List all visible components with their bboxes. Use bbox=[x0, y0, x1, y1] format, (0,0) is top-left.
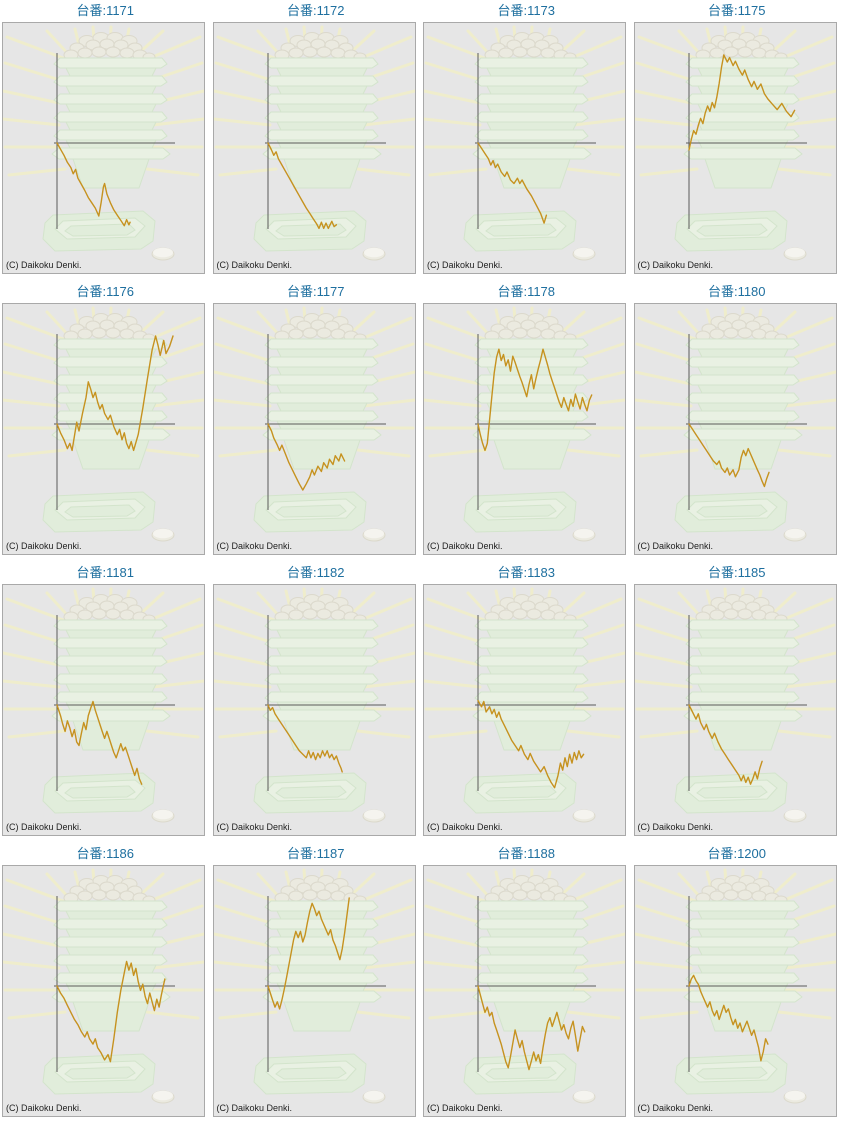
copyright-label: (C) Daikoku Denki. bbox=[638, 260, 714, 270]
slump-graph bbox=[635, 304, 836, 554]
slump-graph-panel[interactable]: (C) Daikoku Denki. bbox=[423, 22, 626, 274]
machine-cell: 台番:1178 (C) Daikoku Denki. bbox=[421, 281, 632, 562]
slump-graph-panel[interactable]: (C) Daikoku Denki. bbox=[2, 22, 205, 274]
slump-graph-panel[interactable]: (C) Daikoku Denki. bbox=[2, 584, 205, 836]
machine-cell: 台番:1172 (C) Daikoku Denki. bbox=[211, 0, 422, 281]
machine-cell: 台番:1175 (C) Daikoku Denki. bbox=[632, 0, 842, 281]
slump-graph bbox=[424, 585, 625, 835]
copyright-label: (C) Daikoku Denki. bbox=[427, 541, 503, 551]
machine-title-link[interactable]: 台番:1180 bbox=[632, 283, 842, 301]
machine-cell: 台番:1187 (C) Daikoku Denki. bbox=[211, 843, 422, 1124]
copyright-label: (C) Daikoku Denki. bbox=[638, 1103, 714, 1113]
slump-graph-panel[interactable]: (C) Daikoku Denki. bbox=[213, 303, 416, 555]
slump-graph-panel[interactable]: (C) Daikoku Denki. bbox=[634, 303, 837, 555]
machine-title-link[interactable]: 台番:1185 bbox=[632, 564, 842, 582]
machine-title-link[interactable]: 台番:1200 bbox=[632, 845, 842, 863]
slump-graph-panel[interactable]: (C) Daikoku Denki. bbox=[2, 303, 205, 555]
machine-cell: 台番:1186 (C) Daikoku Denki. bbox=[0, 843, 211, 1124]
machine-title-link[interactable]: 台番:1182 bbox=[211, 564, 422, 582]
slump-graph-panel[interactable]: (C) Daikoku Denki. bbox=[634, 584, 837, 836]
machine-cell: 台番:1176 (C) Daikoku Denki. bbox=[0, 281, 211, 562]
slump-graph-panel[interactable]: (C) Daikoku Denki. bbox=[423, 584, 626, 836]
slump-graph bbox=[3, 23, 204, 273]
machine-cell: 台番:1182 (C) Daikoku Denki. bbox=[211, 562, 422, 843]
machine-title-link[interactable]: 台番:1173 bbox=[421, 2, 632, 20]
copyright-label: (C) Daikoku Denki. bbox=[6, 1103, 82, 1113]
machine-title-link[interactable]: 台番:1183 bbox=[421, 564, 632, 582]
machine-title-link[interactable]: 台番:1178 bbox=[421, 283, 632, 301]
slump-graph bbox=[635, 585, 836, 835]
copyright-label: (C) Daikoku Denki. bbox=[217, 541, 293, 551]
slump-graph bbox=[635, 23, 836, 273]
slump-graph bbox=[3, 866, 204, 1116]
machine-title-link[interactable]: 台番:1171 bbox=[0, 2, 211, 20]
copyright-label: (C) Daikoku Denki. bbox=[427, 822, 503, 832]
slump-graph-panel[interactable]: (C) Daikoku Denki. bbox=[634, 22, 837, 274]
machine-cell: 台番:1173 (C) Daikoku Denki. bbox=[421, 0, 632, 281]
machine-cell: 台番:1188 (C) Daikoku Denki. bbox=[421, 843, 632, 1124]
slump-graph bbox=[214, 866, 415, 1116]
slump-graph-panel[interactable]: (C) Daikoku Denki. bbox=[634, 865, 837, 1117]
copyright-label: (C) Daikoku Denki. bbox=[6, 822, 82, 832]
machine-title-link[interactable]: 台番:1177 bbox=[211, 283, 422, 301]
copyright-label: (C) Daikoku Denki. bbox=[638, 541, 714, 551]
copyright-label: (C) Daikoku Denki. bbox=[217, 822, 293, 832]
copyright-label: (C) Daikoku Denki. bbox=[217, 260, 293, 270]
slump-graph-panel[interactable]: (C) Daikoku Denki. bbox=[423, 303, 626, 555]
machine-cell: 台番:1171 (C) Daikoku Denki. bbox=[0, 0, 211, 281]
machine-title-link[interactable]: 台番:1176 bbox=[0, 283, 211, 301]
machine-title-link[interactable]: 台番:1175 bbox=[632, 2, 842, 20]
slump-graph bbox=[3, 585, 204, 835]
slump-graph bbox=[424, 304, 625, 554]
copyright-label: (C) Daikoku Denki. bbox=[217, 1103, 293, 1113]
slump-graph bbox=[3, 304, 204, 554]
slump-graph-panel[interactable]: (C) Daikoku Denki. bbox=[213, 584, 416, 836]
slump-graph-panel[interactable]: (C) Daikoku Denki. bbox=[2, 865, 205, 1117]
machine-cell: 台番:1185 (C) Daikoku Denki. bbox=[632, 562, 842, 843]
slump-graph bbox=[214, 304, 415, 554]
machine-title-link[interactable]: 台番:1172 bbox=[211, 2, 422, 20]
copyright-label: (C) Daikoku Denki. bbox=[6, 260, 82, 270]
machine-title-link[interactable]: 台番:1186 bbox=[0, 845, 211, 863]
machine-cell: 台番:1200 (C) Daikoku Denki. bbox=[632, 843, 842, 1124]
copyright-label: (C) Daikoku Denki. bbox=[638, 822, 714, 832]
slump-graph bbox=[635, 866, 836, 1116]
machine-title-link[interactable]: 台番:1181 bbox=[0, 564, 211, 582]
copyright-label: (C) Daikoku Denki. bbox=[427, 260, 503, 270]
machine-cell: 台番:1177 (C) Daikoku Denki. bbox=[211, 281, 422, 562]
slump-graph-panel[interactable]: (C) Daikoku Denki. bbox=[213, 865, 416, 1117]
slump-graph bbox=[214, 585, 415, 835]
machine-cell: 台番:1181 (C) Daikoku Denki. bbox=[0, 562, 211, 843]
copyright-label: (C) Daikoku Denki. bbox=[427, 1103, 503, 1113]
slump-graph-panel[interactable]: (C) Daikoku Denki. bbox=[423, 865, 626, 1117]
slump-graph bbox=[424, 23, 625, 273]
slump-graph-panel[interactable]: (C) Daikoku Denki. bbox=[213, 22, 416, 274]
machine-title-link[interactable]: 台番:1187 bbox=[211, 845, 422, 863]
copyright-label: (C) Daikoku Denki. bbox=[6, 541, 82, 551]
machine-cell: 台番:1183 (C) Daikoku Denki. bbox=[421, 562, 632, 843]
machine-cell: 台番:1180 (C) Daikoku Denki. bbox=[632, 281, 842, 562]
machine-title-link[interactable]: 台番:1188 bbox=[421, 845, 632, 863]
slump-graph bbox=[214, 23, 415, 273]
slump-graph bbox=[424, 866, 625, 1116]
